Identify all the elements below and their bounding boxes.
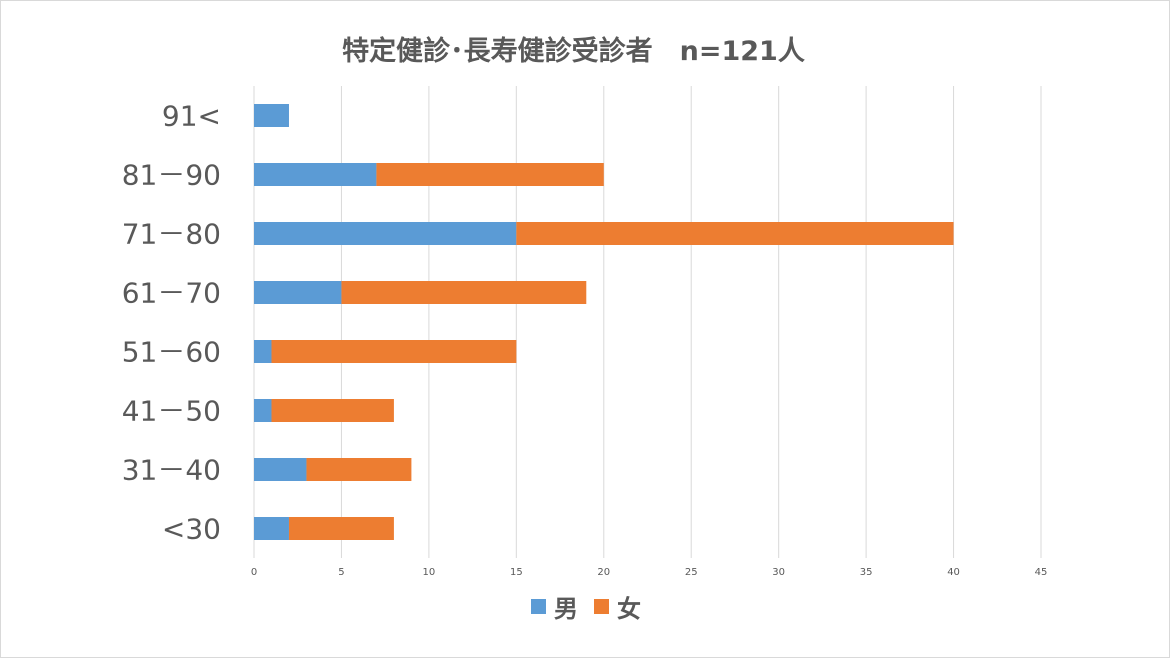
bar-segment-female bbox=[288, 517, 394, 540]
x-tick-label: 35 bbox=[860, 567, 873, 578]
bar-segment-male bbox=[254, 340, 272, 363]
bar-segment-female bbox=[306, 458, 412, 481]
bar-segment-female bbox=[271, 399, 394, 422]
bar-segment-male bbox=[254, 104, 289, 127]
bar-segment-male bbox=[254, 517, 289, 540]
x-tick-label: 10 bbox=[423, 567, 436, 578]
bar-segment-female bbox=[516, 222, 954, 245]
y-category-label: 61－70 bbox=[122, 277, 221, 310]
legend-label-male: 男 bbox=[554, 595, 578, 623]
y-category-label: 41－50 bbox=[122, 395, 221, 428]
bar-segment-male bbox=[254, 458, 307, 481]
y-category-label: 71－80 bbox=[122, 218, 221, 251]
x-tick-label: 40 bbox=[947, 567, 960, 578]
bar-segment-male bbox=[254, 163, 377, 186]
bar-segment-female bbox=[271, 340, 517, 363]
legend-label-female: 女 bbox=[617, 595, 641, 623]
x-tick-label: 5 bbox=[338, 567, 344, 578]
bar-segment-male bbox=[254, 222, 517, 245]
bar-segment-male bbox=[254, 281, 342, 304]
y-category-label: 51－60 bbox=[122, 336, 221, 369]
bar-segment-female bbox=[341, 281, 587, 304]
chart-title: 特定健診･長寿健診受診者 n=121人 bbox=[342, 36, 805, 67]
y-category-label: <30 bbox=[162, 513, 221, 546]
x-tick-label: 30 bbox=[772, 567, 785, 578]
x-tick-label: 45 bbox=[1035, 567, 1048, 578]
legend: 男 女 bbox=[1, 589, 1170, 624]
x-tick-label: 0 bbox=[251, 567, 257, 578]
y-category-label: 31－40 bbox=[122, 454, 221, 487]
bar-segment-female bbox=[376, 163, 604, 186]
y-category-label: 91< bbox=[162, 100, 221, 133]
x-tick-label: 25 bbox=[685, 567, 698, 578]
legend-item-female: 女 bbox=[594, 589, 641, 624]
legend-item-male: 男 bbox=[531, 589, 578, 624]
legend-swatch-male bbox=[531, 599, 546, 614]
x-tick-label: 20 bbox=[597, 567, 610, 578]
legend-swatch-female bbox=[594, 599, 609, 614]
y-category-label: 81－90 bbox=[122, 159, 221, 192]
x-tick-label: 15 bbox=[510, 567, 523, 578]
bar-segment-male bbox=[254, 399, 272, 422]
